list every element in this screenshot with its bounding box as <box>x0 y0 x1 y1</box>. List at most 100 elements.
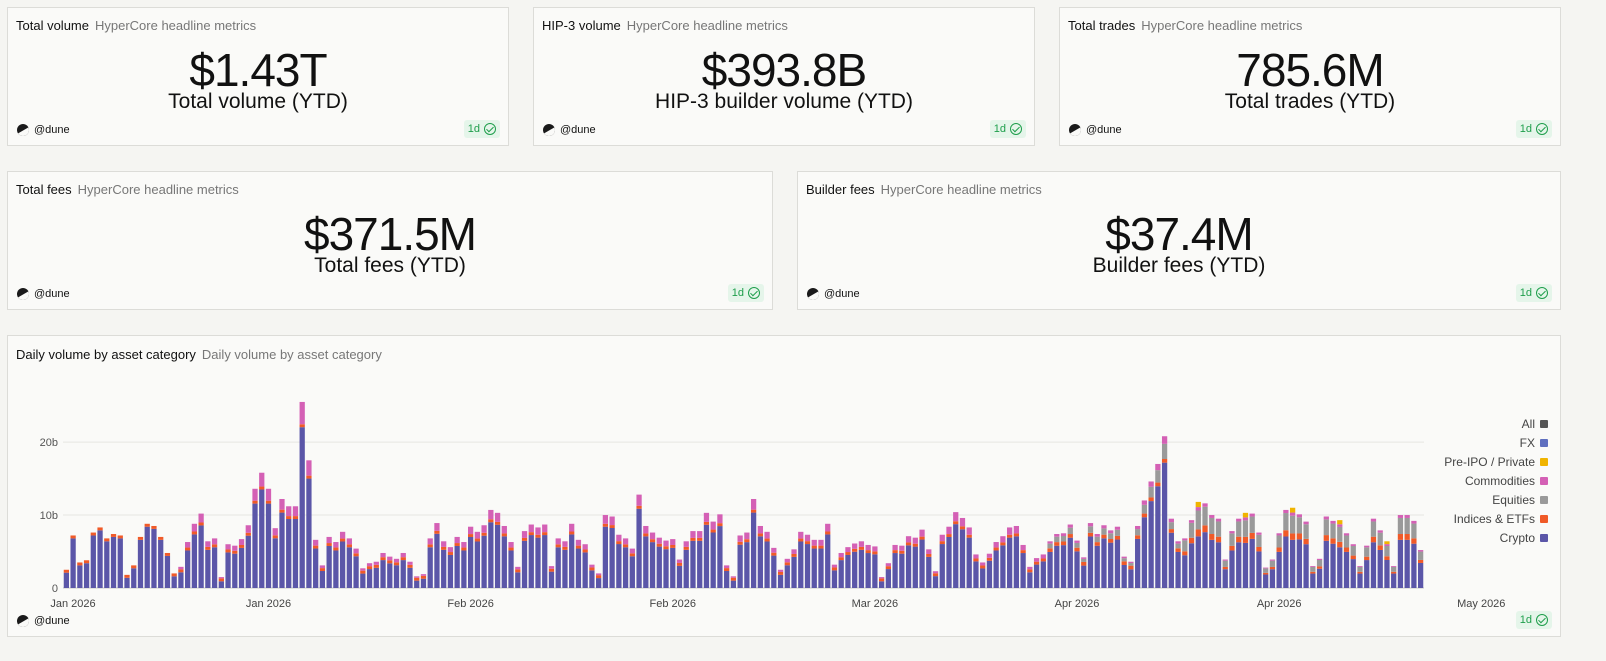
bar[interactable] <box>885 563 891 588</box>
bar[interactable] <box>811 539 817 588</box>
bar[interactable] <box>1087 523 1094 588</box>
bar[interactable] <box>164 552 171 588</box>
bar[interactable] <box>468 526 474 588</box>
bar[interactable] <box>1215 518 1222 588</box>
bar[interactable] <box>1283 509 1289 588</box>
refresh-badge[interactable]: 1d <box>727 284 764 302</box>
bar[interactable] <box>616 534 622 588</box>
author-link[interactable]: @dune <box>543 124 596 136</box>
bar[interactable] <box>683 541 689 588</box>
bar[interactable] <box>488 509 494 588</box>
bar[interactable] <box>117 535 123 588</box>
bar[interactable] <box>939 534 945 588</box>
refresh-badge[interactable]: 1d <box>989 120 1026 138</box>
bar[interactable] <box>339 531 346 588</box>
bar[interactable] <box>973 554 979 588</box>
bar[interactable] <box>1310 566 1316 588</box>
bar[interactable] <box>1343 533 1350 588</box>
bar[interactable] <box>798 531 804 588</box>
bar[interactable] <box>1289 507 1296 588</box>
legend-item[interactable]: Equities <box>1444 490 1548 509</box>
bar[interactable] <box>171 573 177 588</box>
bar[interactable] <box>366 563 373 588</box>
bar[interactable] <box>575 539 582 588</box>
bar[interactable] <box>730 576 737 588</box>
bar[interactable] <box>1108 530 1114 588</box>
bar[interactable] <box>993 542 999 588</box>
bar[interactable] <box>548 566 555 588</box>
bar[interactable] <box>649 532 656 588</box>
author-link[interactable]: @dune <box>17 124 70 136</box>
bar[interactable] <box>750 498 757 588</box>
bar[interactable] <box>542 524 548 588</box>
bar[interactable] <box>1047 541 1053 588</box>
bar[interactable] <box>292 506 299 588</box>
bar[interactable] <box>461 542 467 588</box>
bar[interactable] <box>1370 518 1377 588</box>
bar[interactable] <box>508 542 514 588</box>
bar[interactable] <box>676 559 683 588</box>
bar[interactable] <box>299 401 305 588</box>
bar[interactable] <box>434 523 440 588</box>
bar[interactable] <box>946 526 952 588</box>
bar[interactable] <box>1249 513 1255 588</box>
bar[interactable] <box>63 569 69 588</box>
bar[interactable] <box>1391 566 1397 588</box>
bar[interactable] <box>1357 566 1363 588</box>
bar[interactable] <box>1114 526 1121 588</box>
bar[interactable] <box>1013 525 1020 588</box>
author-link[interactable]: @dune <box>17 288 70 300</box>
bar[interactable] <box>717 514 723 588</box>
bar[interactable] <box>1229 531 1235 588</box>
bar[interactable] <box>589 564 595 588</box>
bar[interactable] <box>387 556 393 588</box>
bar[interactable] <box>724 565 730 588</box>
bar[interactable] <box>986 553 993 588</box>
bar[interactable] <box>178 566 184 588</box>
bar[interactable] <box>1276 533 1282 588</box>
bar[interactable] <box>562 541 568 588</box>
bar[interactable] <box>1027 566 1033 588</box>
bar[interactable] <box>1128 561 1134 588</box>
bar[interactable] <box>912 537 918 588</box>
bar[interactable] <box>97 527 103 588</box>
daily-volume-chart[interactable]: 0 10b 20b Jan 2026 Jan 2026 Feb 2026 Feb 2026 M… <box>8 336 1562 638</box>
author-link[interactable]: @dune <box>1069 124 1122 136</box>
legend-item[interactable]: Pre-IPO / Private <box>1444 452 1548 471</box>
bar[interactable] <box>1350 544 1356 588</box>
bar[interactable] <box>1141 500 1148 588</box>
bar[interactable] <box>1364 545 1370 588</box>
bar[interactable] <box>1337 520 1343 588</box>
bar[interactable] <box>703 512 710 588</box>
bar[interactable] <box>582 544 588 588</box>
bar[interactable] <box>272 528 278 588</box>
bar[interactable] <box>569 523 575 588</box>
bar[interactable] <box>1161 436 1168 588</box>
bar[interactable] <box>1323 516 1329 589</box>
bar[interactable] <box>1033 558 1040 588</box>
bar[interactable] <box>1222 559 1228 588</box>
bar[interactable] <box>380 552 386 588</box>
bar[interactable] <box>528 524 534 588</box>
bar[interactable] <box>1081 557 1087 588</box>
bar[interactable] <box>319 565 326 588</box>
bar[interactable] <box>420 574 427 588</box>
bar[interactable] <box>373 561 379 588</box>
bar[interactable] <box>980 562 986 588</box>
bar[interactable] <box>137 536 144 588</box>
bar[interactable] <box>764 531 770 588</box>
bar[interactable] <box>144 523 150 588</box>
bar[interactable] <box>535 527 541 588</box>
bar[interactable] <box>1060 533 1067 588</box>
bar[interactable] <box>953 512 959 588</box>
bar[interactable] <box>1411 520 1417 588</box>
refresh-badge[interactable]: 1d <box>463 120 500 138</box>
bar[interactable] <box>77 562 83 588</box>
bar[interactable] <box>596 573 602 588</box>
bar[interactable] <box>656 537 662 588</box>
bar[interactable] <box>185 542 191 588</box>
bar[interactable] <box>481 525 487 588</box>
bar[interactable] <box>892 544 898 588</box>
bar[interactable] <box>279 498 285 588</box>
bar[interactable] <box>602 515 609 588</box>
